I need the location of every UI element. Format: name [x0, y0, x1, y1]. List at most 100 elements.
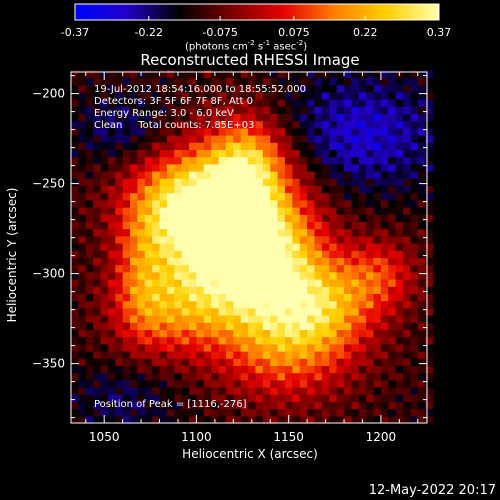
heatmap-cell	[373, 415, 382, 424]
heatmap-cell	[137, 286, 146, 294]
heatmap-cell	[395, 387, 404, 395]
heatmap-cell	[262, 351, 271, 359]
heatmap-cell	[137, 365, 146, 374]
heatmap-cell	[329, 171, 338, 179]
heatmap-cell	[130, 207, 139, 215]
heatmap-cell	[203, 91, 212, 100]
heatmap-cell	[78, 84, 87, 93]
heatmap-cell	[321, 120, 330, 129]
heatmap-cell	[403, 207, 411, 215]
heatmap-cell	[196, 372, 205, 381]
heatmap-cell	[166, 387, 175, 395]
heatmap-cell	[93, 214, 102, 222]
heatmap-cell	[100, 163, 109, 172]
heatmap-cell	[366, 307, 375, 316]
heatmap-cell	[395, 235, 404, 244]
heatmap-cell	[225, 113, 234, 122]
heatmap-cell	[270, 192, 279, 201]
heatmap-cell	[166, 135, 175, 143]
heatmap-cell	[358, 113, 367, 122]
heatmap-cell	[203, 336, 212, 345]
heatmap-cell	[292, 171, 301, 179]
heatmap-cell	[403, 379, 411, 388]
heatmap-cell	[299, 387, 308, 395]
heatmap-cell	[240, 228, 249, 237]
heatmap-cell	[395, 250, 404, 258]
heatmap-cell	[284, 91, 293, 100]
heatmap-cell	[299, 365, 308, 374]
heatmap-cell	[78, 315, 87, 323]
heatmap-cell	[366, 228, 375, 237]
heatmap-cell	[284, 120, 293, 129]
heatmap-cell	[307, 415, 316, 424]
heatmap-cell	[181, 315, 190, 323]
heatmap-cell	[314, 91, 323, 100]
heatmap-cell	[115, 257, 124, 266]
heatmap-cell	[130, 415, 139, 424]
heatmap-cell	[351, 257, 360, 266]
heatmap-cell	[130, 264, 139, 273]
heatmap-cell	[343, 286, 352, 294]
heatmap-cell	[85, 257, 94, 266]
heatmap-cell	[130, 329, 139, 338]
heatmap-cell	[299, 113, 308, 122]
heatmap-cell	[343, 322, 352, 330]
heatmap-cell	[174, 228, 183, 237]
heatmap-cell	[71, 214, 79, 222]
heatmap-cell	[425, 329, 434, 338]
heatmap-cell	[417, 286, 426, 294]
heatmap-cell	[299, 293, 308, 302]
heatmap-cell	[380, 185, 389, 194]
heatmap-cell	[174, 401, 183, 410]
heatmap-cell	[203, 185, 212, 194]
heatmap-cell	[137, 257, 146, 266]
heatmap-cell	[255, 163, 264, 172]
heatmap-cell	[425, 315, 434, 323]
heatmap-cell	[417, 329, 426, 338]
heatmap-cell	[292, 120, 301, 129]
heatmap-cell	[181, 214, 190, 222]
heatmap-cell	[343, 185, 352, 194]
heatmap-cell	[299, 70, 308, 78]
heatmap-cell	[262, 228, 271, 237]
heatmap-cell	[307, 171, 316, 179]
heatmap-cell	[78, 199, 87, 208]
heatmap-cell	[314, 365, 323, 374]
heatmap-cell	[93, 156, 102, 165]
heatmap-cell	[380, 84, 389, 93]
heatmap-cell	[248, 84, 257, 93]
heatmap-cell	[248, 99, 257, 107]
heatmap-cell	[351, 84, 360, 93]
heatmap-cell	[137, 228, 146, 237]
heatmap-cell	[137, 250, 146, 258]
heatmap-cell	[174, 379, 183, 388]
heatmap-cell	[159, 329, 168, 338]
heatmap-cell	[240, 307, 249, 316]
heatmap-cell	[284, 250, 293, 258]
heatmap-cell	[395, 221, 404, 230]
heatmap-cell	[270, 365, 279, 374]
heatmap-cell	[307, 127, 316, 136]
heatmap-cell	[130, 379, 139, 388]
heatmap-cell	[307, 365, 316, 374]
heatmap-cell	[144, 307, 153, 316]
heatmap-cell	[122, 415, 131, 424]
heatmap-cell	[248, 315, 257, 323]
heatmap-cell	[373, 142, 382, 150]
heatmap-cell	[388, 351, 397, 359]
heatmap-cell	[144, 379, 153, 388]
heatmap-cell	[403, 171, 411, 179]
heatmap-cell	[307, 207, 316, 215]
heatmap-cell	[78, 264, 87, 273]
heatmap-cell	[233, 243, 242, 251]
heatmap-cell	[137, 221, 146, 230]
heatmap-cell	[255, 84, 264, 93]
heatmap-cell	[388, 221, 397, 230]
heatmap-cell	[410, 250, 419, 258]
heatmap-cell	[189, 192, 198, 201]
heatmap-cell	[85, 235, 94, 244]
heatmap-cell	[270, 207, 279, 215]
heatmap-cell	[189, 199, 198, 208]
heatmap-cell	[85, 293, 94, 302]
heatmap-cell	[233, 91, 242, 100]
